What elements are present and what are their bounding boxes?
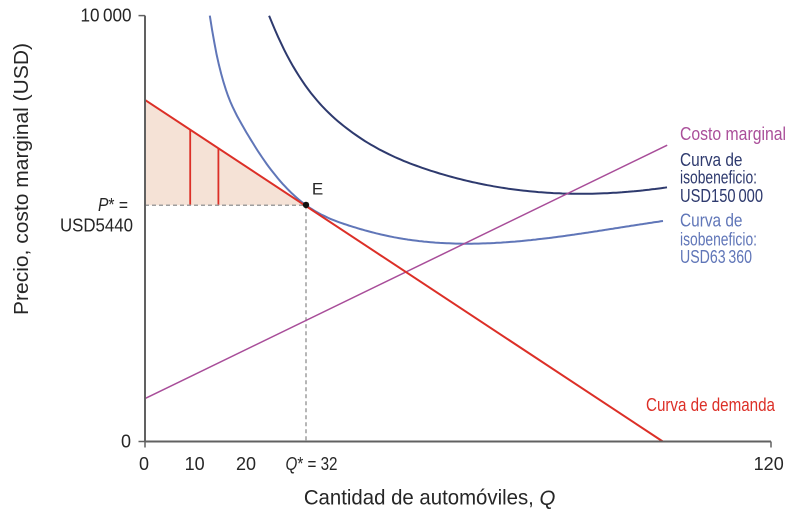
- svg-text:Costo marginal: Costo marginal: [680, 124, 786, 144]
- svg-text:Q* = 32: Q* = 32: [286, 454, 338, 474]
- svg-text:USD63 360: USD63 360: [680, 247, 752, 267]
- svg-text:isobeneficio:: isobeneficio:: [680, 167, 757, 187]
- svg-text:10: 10: [185, 454, 205, 474]
- svg-text:P* =: P* =: [98, 195, 128, 215]
- svg-text:USD5440: USD5440: [60, 216, 133, 236]
- svg-text:0: 0: [121, 432, 131, 452]
- svg-text:USD150 000: USD150 000: [680, 186, 763, 206]
- svg-text:10 000: 10 000: [81, 6, 132, 26]
- svg-text:Precio, costo marginal (USD): Precio, costo marginal (USD): [11, 43, 33, 315]
- svg-text:isobeneficio:: isobeneficio:: [680, 230, 757, 250]
- svg-text:0: 0: [139, 454, 149, 474]
- svg-text:Curva de demanda: Curva de demanda: [646, 395, 776, 415]
- svg-text:Cantidad de automóviles, Q: Cantidad de automóviles, Q: [304, 487, 556, 510]
- svg-text:20: 20: [236, 454, 256, 474]
- svg-text:120: 120: [754, 454, 784, 474]
- svg-text:Curva de: Curva de: [680, 211, 743, 231]
- svg-text:E: E: [312, 180, 323, 199]
- svg-text:Curva de: Curva de: [680, 150, 743, 170]
